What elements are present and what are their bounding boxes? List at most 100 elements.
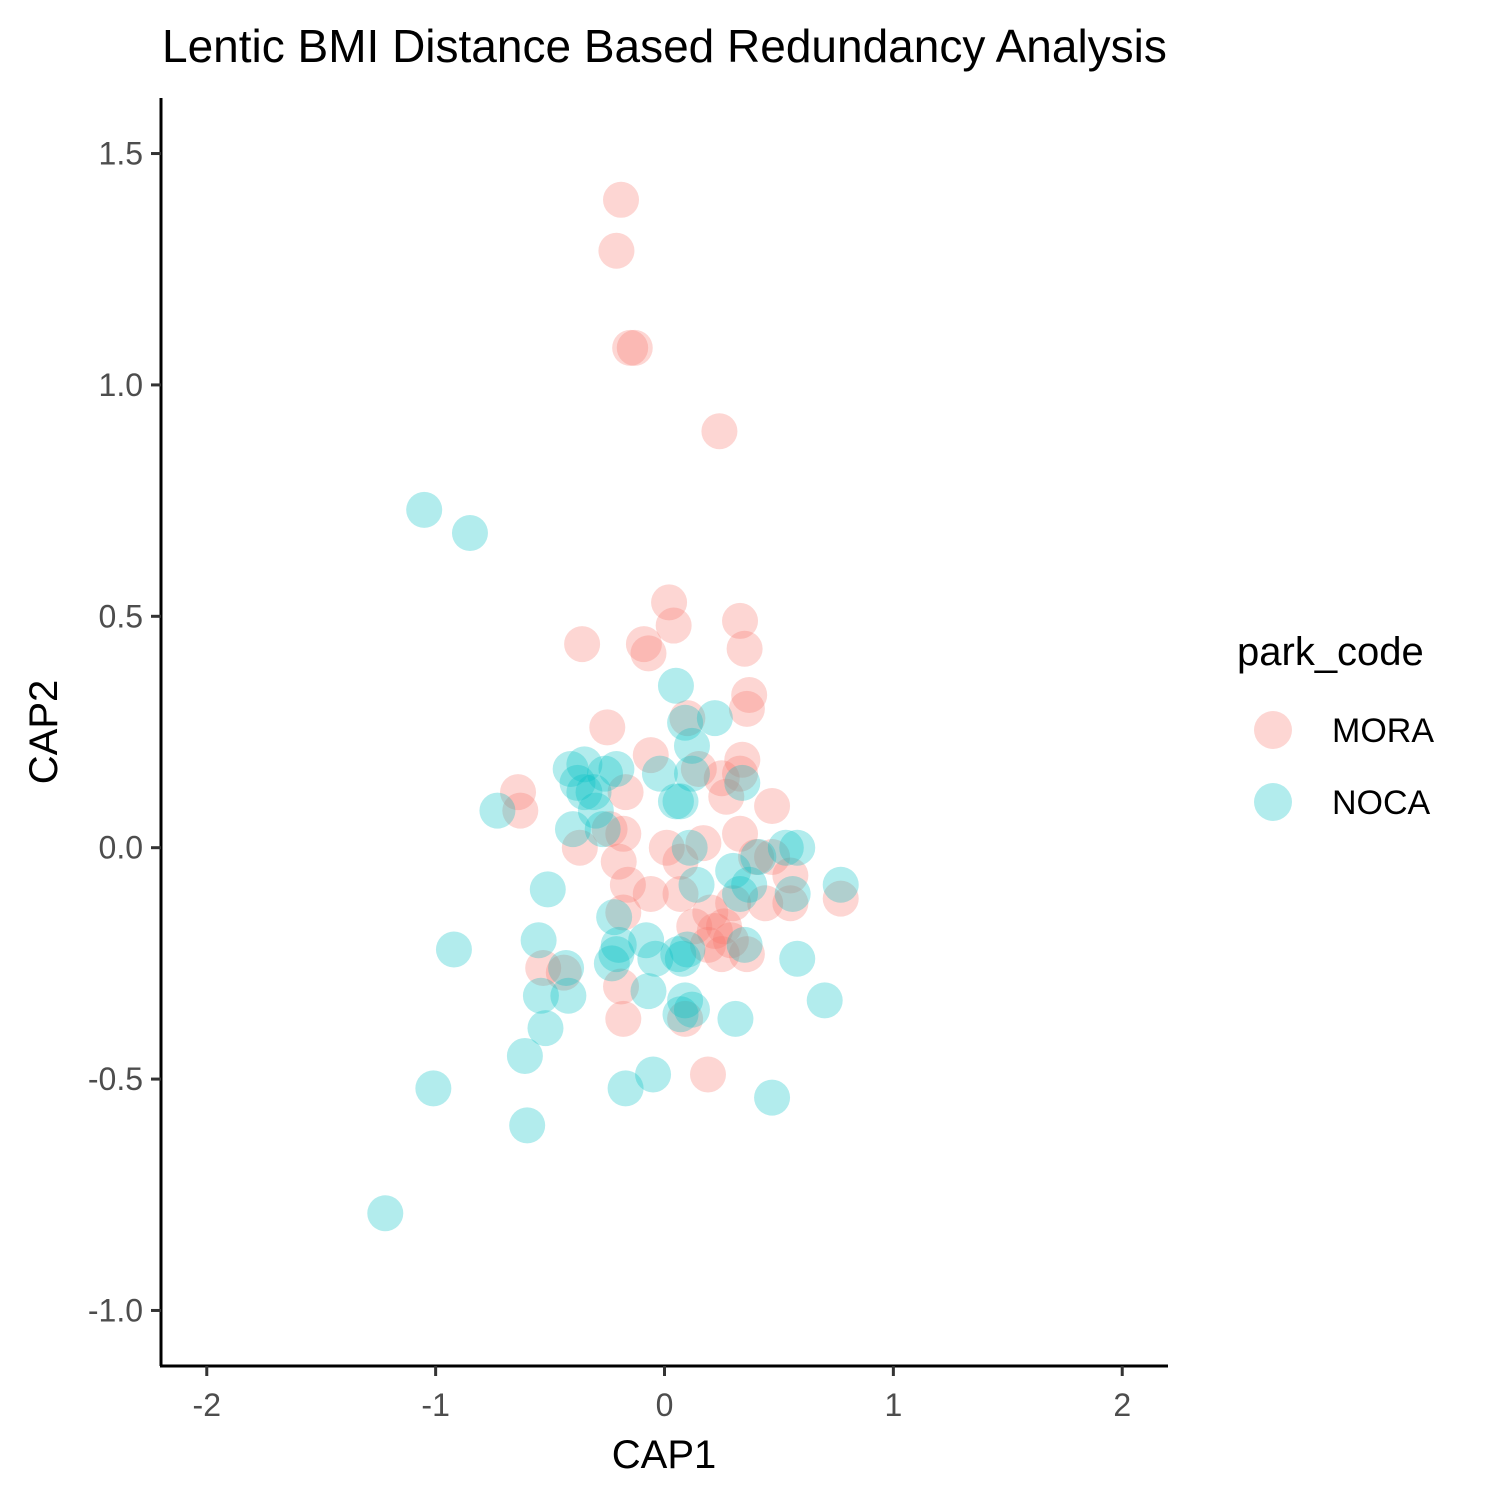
- data-point: [451, 515, 488, 552]
- series-mora: [500, 181, 859, 1093]
- data-point: [657, 667, 694, 704]
- data-point: [506, 1037, 543, 1074]
- data-point: [696, 912, 733, 949]
- data-point: [509, 1107, 546, 1144]
- data-point: [779, 940, 816, 977]
- data-point: [774, 875, 811, 912]
- data-point: [598, 936, 635, 973]
- data-point: [586, 755, 623, 792]
- data-point: [603, 968, 640, 1005]
- x-tick-label: 2: [1113, 1387, 1131, 1423]
- data-point: [706, 908, 743, 945]
- data-point: [561, 829, 598, 866]
- data-point: [635, 1056, 672, 1093]
- data-point: [630, 635, 667, 672]
- data-point: [747, 885, 784, 922]
- data-point: [660, 936, 697, 973]
- data-point: [525, 950, 562, 987]
- data-point: [662, 783, 699, 820]
- data-point: [596, 899, 633, 936]
- data-point: [680, 751, 717, 788]
- series-noca: [367, 491, 859, 1232]
- data-point: [502, 792, 539, 829]
- data-point: [575, 774, 612, 811]
- points-layer: [367, 181, 859, 1232]
- data-point: [651, 584, 688, 621]
- data-point: [701, 413, 738, 450]
- data-point: [566, 746, 603, 783]
- x-tick-label: -2: [193, 1387, 221, 1423]
- data-point: [664, 940, 701, 977]
- data-point: [726, 630, 763, 667]
- data-point: [722, 875, 759, 912]
- data-point: [632, 875, 669, 912]
- data-point: [678, 866, 715, 903]
- data-point: [632, 737, 669, 774]
- data-point: [625, 626, 662, 663]
- data-point: [703, 760, 740, 797]
- y-tick-label: -1.0: [88, 1292, 143, 1328]
- data-point: [607, 774, 644, 811]
- x-axis-ticks: -2 -1 0 1 2: [193, 1366, 1131, 1423]
- x-tick-label: -1: [421, 1387, 449, 1423]
- data-point: [529, 871, 566, 908]
- data-point: [740, 838, 777, 875]
- data-point: [520, 922, 557, 959]
- data-point: [715, 852, 752, 889]
- data-point: [628, 922, 665, 959]
- data-point: [767, 829, 804, 866]
- data-point: [609, 866, 646, 903]
- data-point: [667, 1000, 704, 1037]
- data-point: [712, 922, 749, 959]
- y-tick-label: 1.0: [99, 367, 143, 403]
- data-point: [806, 982, 843, 1019]
- data-point: [722, 815, 759, 852]
- data-point: [754, 838, 791, 875]
- legend-label-mora: MORA: [1332, 712, 1434, 750]
- data-point: [641, 755, 678, 792]
- data-point: [673, 727, 710, 764]
- data-point: [708, 778, 745, 815]
- data-point: [685, 825, 722, 862]
- data-point: [605, 815, 642, 852]
- data-point: [630, 973, 667, 1010]
- data-point: [673, 755, 710, 792]
- data-point: [726, 926, 763, 963]
- data-point: [600, 843, 637, 880]
- data-point: [600, 926, 637, 963]
- data-point: [500, 774, 537, 811]
- data-point: [717, 1000, 754, 1037]
- data-point: [822, 880, 859, 917]
- data-point: [612, 329, 649, 366]
- data-point: [655, 607, 692, 644]
- data-point: [667, 982, 704, 1019]
- data-point: [779, 829, 816, 866]
- data-point: [550, 977, 587, 1014]
- data-point: [559, 764, 596, 801]
- data-point: [605, 1000, 642, 1037]
- y-axis-ticks: -1.0 -0.5 0.0 0.5 1.0 1.5: [88, 136, 161, 1328]
- data-point: [738, 838, 775, 875]
- data-point: [671, 829, 708, 866]
- data-point: [593, 945, 630, 982]
- data-point: [637, 940, 674, 977]
- data-point: [692, 894, 729, 931]
- data-point: [479, 792, 516, 829]
- y-tick-label: -0.5: [88, 1061, 143, 1097]
- data-point: [657, 783, 694, 820]
- x-axis-title: CAP1: [612, 1433, 717, 1477]
- legend: park_code MORA NOCA: [1237, 630, 1434, 822]
- legend-key-noca: [1254, 783, 1292, 821]
- data-point: [722, 755, 759, 792]
- legend-key-mora: [1254, 711, 1292, 749]
- data-point: [548, 950, 585, 987]
- data-point: [616, 329, 653, 366]
- data-point: [564, 626, 601, 663]
- data-point: [724, 764, 761, 801]
- data-point: [728, 936, 765, 973]
- data-point: [754, 1079, 791, 1116]
- data-point: [731, 676, 768, 713]
- data-point: [545, 954, 582, 991]
- data-point: [552, 751, 589, 788]
